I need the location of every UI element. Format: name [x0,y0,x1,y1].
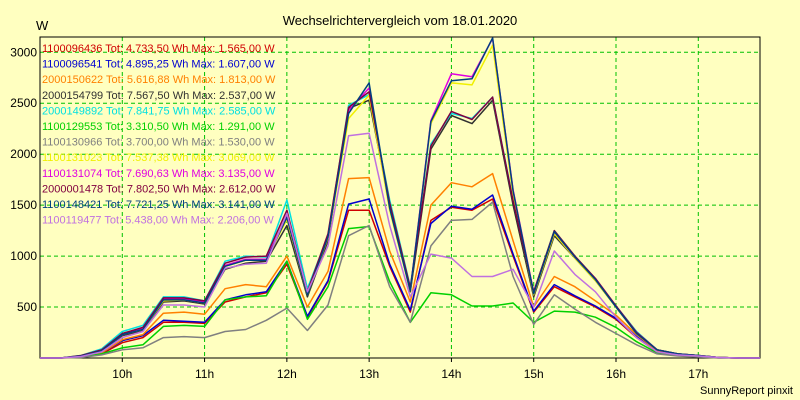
x-tick-label: 13h [359,367,379,381]
legend-entry-1100131023: 1100131023 Tot: 7.537,38 Wh Max: 3.069,0… [42,152,275,164]
legend: 1100096436 Tot: 4.733,50 Wh Max: 1.565,0… [42,43,276,227]
legend-entry-2000150622: 2000150622 Tot: 5.616,88 Wh Max: 1.813,0… [42,74,276,86]
footer-credit: SunnyReport pinxit [700,385,793,397]
series-lines [40,37,760,359]
legend-entry-1100131074: 1100131074 Tot: 7.690,63 Wh Max: 3.135,0… [42,168,275,180]
legend-entry-2000154799: 2000154799 Tot: 7.567,50 Wh Max: 2.537,0… [42,90,276,102]
chart-title: Wechselrichtervergleich vom 18.01.2020 [283,13,518,28]
legend-entry-1100129553: 1100129553 Tot: 3.310,50 Wh Max: 1.291,0… [42,121,275,133]
series-line-1100119477 [40,132,760,359]
legend-entry-1100096436: 1100096436 Tot: 4.733,50 Wh Max: 1.565,0… [42,43,275,55]
legend-entry-1100119477: 1100119477 Tot: 5.438,00 Wh Max: 2.206,0… [42,215,274,227]
series-line-1100148421 [40,37,760,359]
x-tick-label: 11h [195,367,214,381]
series-line-1100130966 [40,201,760,359]
plot-frame [39,36,761,359]
x-tick-label: 12h [277,367,297,381]
y-tick-label: 2000 [10,147,37,161]
y-tick-label: 1000 [10,249,37,263]
y-tick-label: 3000 [10,45,37,59]
axes: 500 1000 1500 2000 2500 3000 10h 11h 12h 13h 14h 15… [10,36,761,381]
x-tick-label: 16h [606,367,626,381]
y-tick-label: 1500 [10,198,37,212]
legend-entry-1100130966: 1100130966 Tot: 3.700,00 Wh Max: 1.530,0… [42,137,275,149]
y-tick-label: 500 [17,300,37,314]
x-tick-label: 10h [112,367,132,381]
x-tick-label: 14h [441,367,461,381]
legend-entry-2000001478: 2000001478 Tot: 7.802,50 Wh Max: 2.612,0… [42,183,276,195]
legend-entry-2000149892: 2000149892 Tot: 7.841,75 Wh Max: 2.585,0… [42,105,276,117]
y-tick-label: 2500 [10,96,37,110]
x-tick-label: 15h [524,367,544,381]
legend-entry-1100096541: 1100096541 Tot: 4.895,25 Wh Max: 1.607,0… [42,59,275,71]
series-line-1100129553 [40,225,760,359]
series-line-2000150622 [40,172,760,359]
legend-entry-1100148421: 1100148421 Tot: 7.721,25 Wh Max: 3.141,0… [42,199,275,211]
y-axis-unit-label: W [36,18,49,33]
x-tick-label: 17h [688,367,708,381]
